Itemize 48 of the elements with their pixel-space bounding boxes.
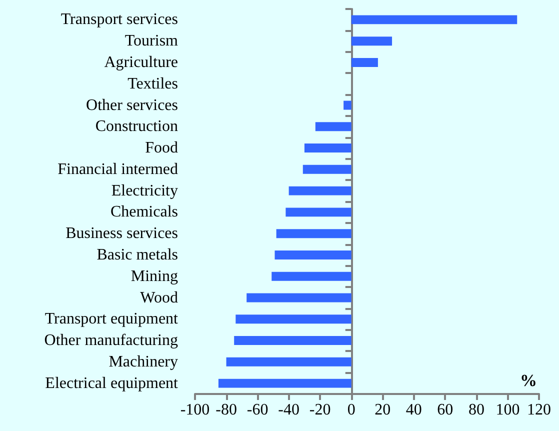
y-tick-label: Financial intermed <box>58 160 178 178</box>
y-tick-label: Machinery <box>108 353 178 370</box>
bar <box>351 58 378 67</box>
y-tick-label: Transport equipment <box>44 310 179 328</box>
y-tick-label: Wood <box>140 289 178 306</box>
x-tick-label: 100 <box>496 402 520 418</box>
bar <box>276 229 352 238</box>
bar <box>218 378 352 388</box>
x-tick-label: 0 <box>347 402 356 418</box>
y-tick-label: Electricity <box>111 182 178 200</box>
y-tick-label: Textiles <box>128 75 178 92</box>
y-tick-label: Transport services <box>60 11 178 28</box>
x-tick-label: -40 <box>278 402 300 418</box>
y-tick-label: Electrical equipment <box>45 374 179 392</box>
y-tick-label: Chemicals <box>110 204 178 221</box>
x-tick-label: 20 <box>374 402 391 418</box>
y-tick-label: Basic metals <box>96 246 178 264</box>
bar <box>234 336 352 346</box>
bar <box>226 357 352 366</box>
x-tick-label: -80 <box>216 402 237 418</box>
x-tick-label: 40 <box>406 402 422 418</box>
bar <box>288 186 352 196</box>
y-tick-label: Other manufacturing <box>44 332 178 350</box>
bar <box>236 314 352 324</box>
y-tick-label: Construction <box>95 118 178 136</box>
x-tick-label: 80 <box>468 402 484 418</box>
y-tick-label: Tourism <box>124 32 179 50</box>
bar <box>274 250 352 260</box>
x-tick-label: -20 <box>309 402 331 418</box>
y-tick-label: Business services <box>66 225 178 242</box>
bar <box>351 15 518 24</box>
bar <box>315 122 352 132</box>
y-tick-label: Mining <box>130 268 178 285</box>
y-tick-label: Food <box>145 140 178 157</box>
bar <box>286 208 352 217</box>
bar <box>344 100 352 110</box>
x-tick-label: -100 <box>180 402 210 418</box>
bar <box>302 164 352 174</box>
y-tick-label: Agriculture <box>104 54 178 71</box>
bar <box>351 36 392 46</box>
x-tick-label: 60 <box>437 402 454 418</box>
bar <box>246 293 352 302</box>
y-tick-label: Other services <box>86 96 178 114</box>
x-tick-label: -60 <box>246 402 268 418</box>
bar <box>304 144 352 153</box>
bar <box>272 272 352 281</box>
annotation: % <box>520 371 537 390</box>
x-tick-label: 120 <box>527 402 551 418</box>
